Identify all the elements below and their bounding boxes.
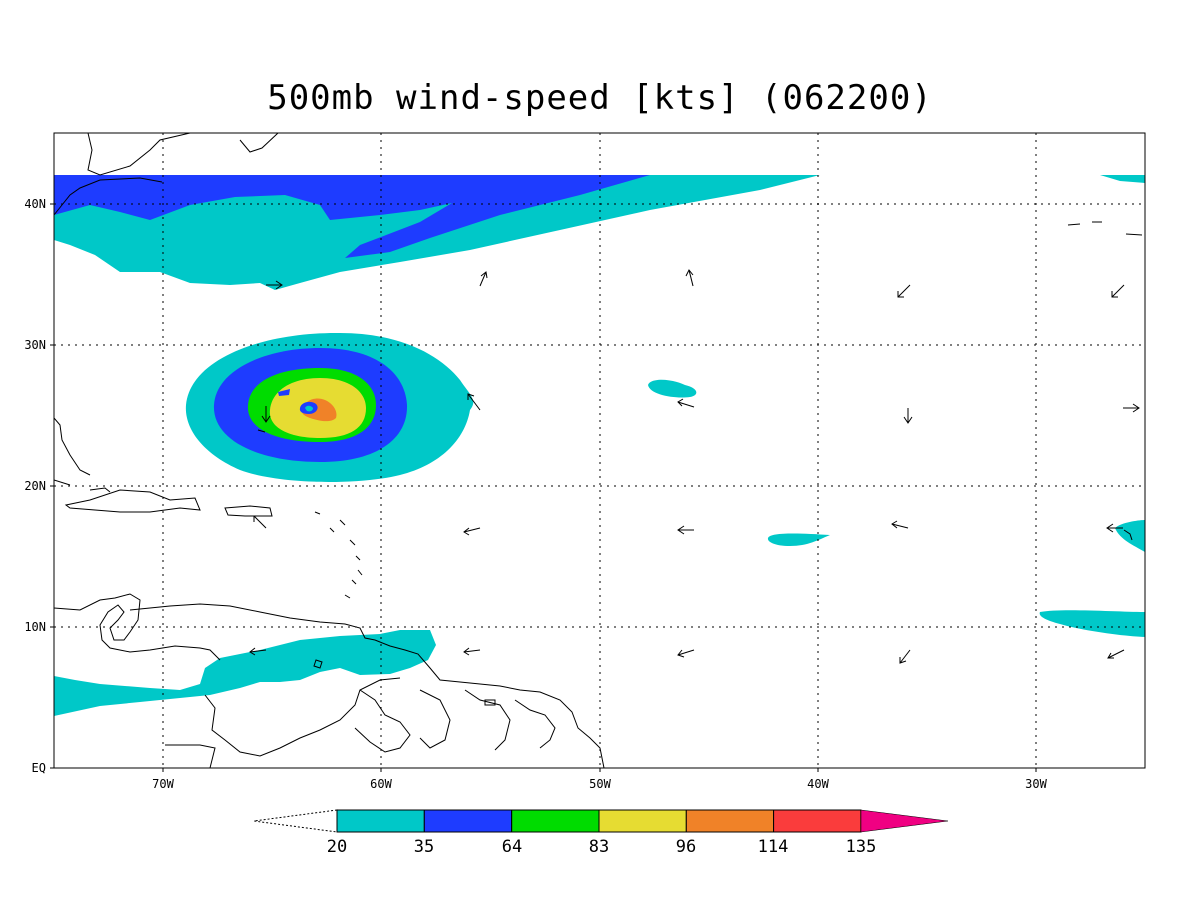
- wind-arrow: [677, 398, 695, 408]
- wind-arrow: [897, 284, 911, 298]
- colorbar-box: [685, 809, 775, 833]
- map-title: 500mb wind-speed [kts] (062200): [267, 78, 933, 118]
- lon-label: 60W: [370, 777, 392, 791]
- graticule: [54, 133, 1145, 768]
- wind-arrow: [685, 269, 694, 287]
- wind-arrow: [253, 515, 267, 529]
- wind-vectors: [249, 269, 1140, 664]
- wind-arrow: [463, 527, 481, 536]
- contour-35-jet: [54, 175, 650, 258]
- colorbar: 20 35 64 83 96 114 135: [253, 809, 949, 857]
- wind-arrow: [903, 408, 913, 424]
- wind-speed-contours: [54, 175, 1145, 716]
- wind-arrow: [249, 647, 267, 656]
- colorbar-boxes: [336, 809, 862, 833]
- wind-arrow: [479, 271, 488, 287]
- coastlines: [54, 133, 1143, 768]
- colorbar-label: 96: [676, 837, 696, 857]
- colorbar-label: 64: [502, 837, 522, 857]
- longitude-labels: 70W 60W 50W 40W 30W: [152, 777, 1047, 791]
- contour-20-patch-b: [767, 533, 830, 546]
- wind-arrow: [677, 649, 695, 658]
- colorbar-under-triangle: [253, 809, 338, 833]
- contour-20-patch-a: [648, 379, 697, 398]
- wind-arrow: [1107, 649, 1125, 659]
- lat-label: 40N: [24, 197, 46, 211]
- colorbar-box: [423, 809, 513, 833]
- wind-arrow: [467, 393, 481, 411]
- wind-arrow: [899, 649, 911, 664]
- colorbar-label: 135: [846, 837, 877, 857]
- axis-ticks: [50, 203, 1037, 772]
- lat-label: 10N: [24, 620, 46, 634]
- wind-arrow: [463, 647, 481, 656]
- contour-20-patch-d: [1115, 520, 1145, 552]
- lon-label: 70W: [152, 777, 174, 791]
- colorbar-label: 20: [327, 837, 347, 857]
- wind-arrow: [891, 520, 909, 529]
- lon-label: 50W: [589, 777, 611, 791]
- colorbar-box: [336, 809, 425, 833]
- latitude-labels: 40N 30N 20N 10N EQ: [24, 197, 46, 775]
- colorbar-box: [598, 809, 687, 833]
- contour-20-eye: [305, 405, 313, 412]
- lat-label: 30N: [24, 338, 46, 352]
- colorbar-label: 83: [589, 837, 609, 857]
- wind-arrow: [261, 406, 271, 423]
- wind-arrow: [677, 525, 694, 535]
- wind-arrow: [1123, 403, 1140, 413]
- colorbar-box: [773, 809, 862, 833]
- lon-label: 30W: [1025, 777, 1047, 791]
- colorbar-label: 35: [414, 837, 434, 857]
- lat-label: 20N: [24, 479, 46, 493]
- lat-label: EQ: [32, 761, 46, 775]
- colorbar-box: [511, 809, 600, 833]
- contour-35-spot: [278, 389, 290, 396]
- contour-20-south: [54, 630, 436, 716]
- colorbar-label: 114: [758, 837, 789, 857]
- lon-label: 40W: [807, 777, 829, 791]
- contour-20-patch-c: [1039, 610, 1145, 637]
- contour-20-ne: [1100, 175, 1145, 183]
- wind-arrow: [266, 280, 283, 290]
- colorbar-over-triangle: [860, 809, 949, 833]
- wind-arrow: [1106, 523, 1123, 533]
- wind-arrow: [1111, 284, 1125, 298]
